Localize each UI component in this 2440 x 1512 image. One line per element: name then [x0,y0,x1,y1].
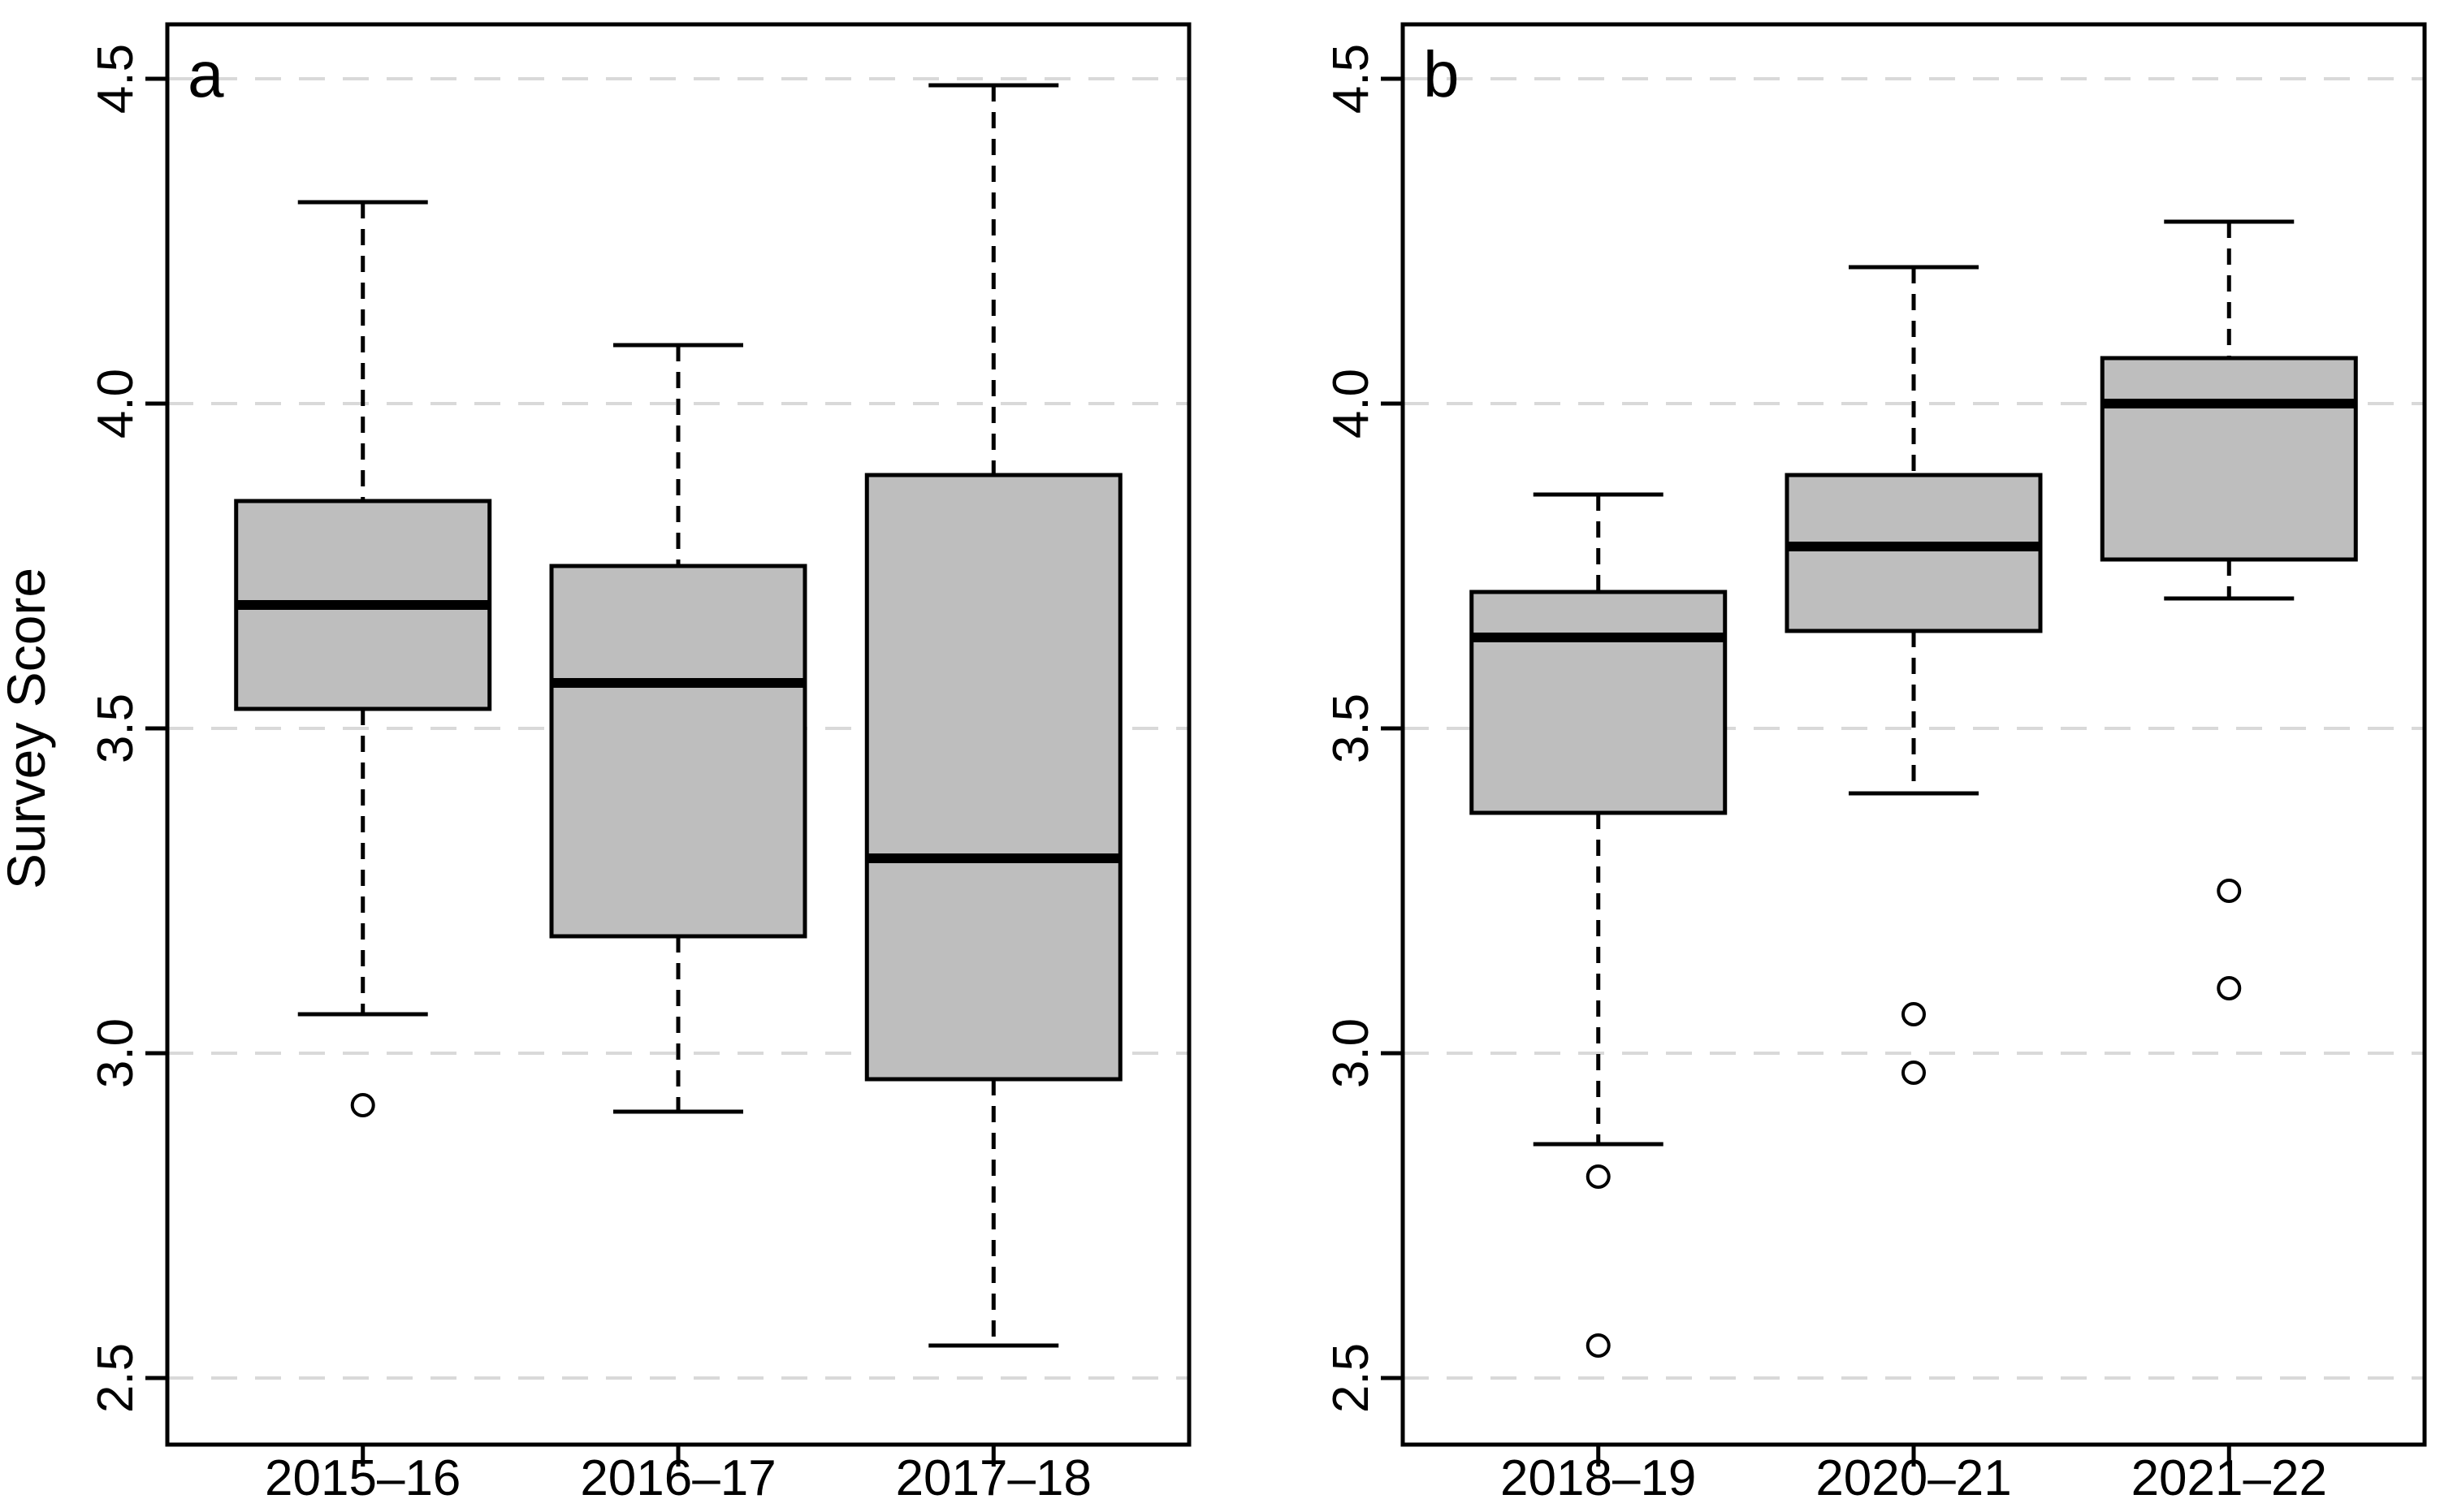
outlier-point [1901,1061,1926,1085]
y-tick-label: 3.5 [88,693,144,763]
plot-border [165,22,1192,1447]
box-iqr [864,473,1123,1082]
y-tick-label: 4.0 [1323,369,1379,438]
y-tick-label: 4.5 [88,44,144,114]
y-tick-label: 4.0 [88,369,144,438]
x-tick-label: 2020–21 [1815,1450,2011,1506]
outlier-point [350,1093,375,1117]
y-tick-label: 4.5 [1323,44,1379,114]
y-tick-label: 2.5 [1323,1343,1379,1413]
panel-letter: b [1423,38,1460,110]
outlier-point [2217,879,2242,903]
outlier-point [2217,976,2242,1000]
y-tick-label: 3.0 [88,1018,144,1088]
y-tick-label: 2.5 [88,1343,144,1413]
y-tick-label: 3.0 [1323,1018,1379,1088]
plot-border [1400,22,2427,1447]
box-iqr [549,564,807,939]
box-iqr [1785,473,2043,633]
panel-letter: a [188,38,224,110]
box-iqr [1469,590,1728,815]
outlier-point [1586,1333,1611,1358]
y-tick-label: 3.5 [1323,693,1379,763]
y-axis-title: Survey Score [0,568,56,889]
x-tick-label: 2015–16 [265,1450,461,1506]
x-tick-label: 2021–22 [2131,1450,2327,1506]
box-iqr [2100,356,2358,562]
outlier-point [1586,1164,1611,1189]
x-tick-label: 2017–18 [896,1450,1092,1506]
x-tick-label: 2016–17 [580,1450,776,1506]
x-tick-label: 2018–19 [1500,1450,1696,1506]
outlier-point [1901,1002,1926,1026]
